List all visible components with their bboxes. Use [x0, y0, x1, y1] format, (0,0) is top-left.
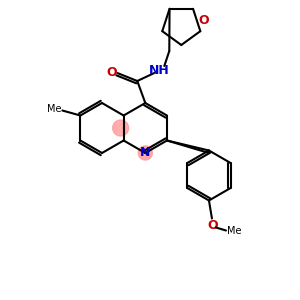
Text: N: N	[140, 146, 151, 160]
Text: O: O	[106, 65, 117, 79]
Text: Me: Me	[227, 226, 241, 236]
Text: O: O	[198, 14, 209, 26]
Circle shape	[138, 146, 152, 160]
Text: O: O	[208, 219, 218, 232]
Text: NH: NH	[149, 64, 170, 77]
Text: Me: Me	[47, 103, 62, 113]
Circle shape	[113, 120, 129, 136]
